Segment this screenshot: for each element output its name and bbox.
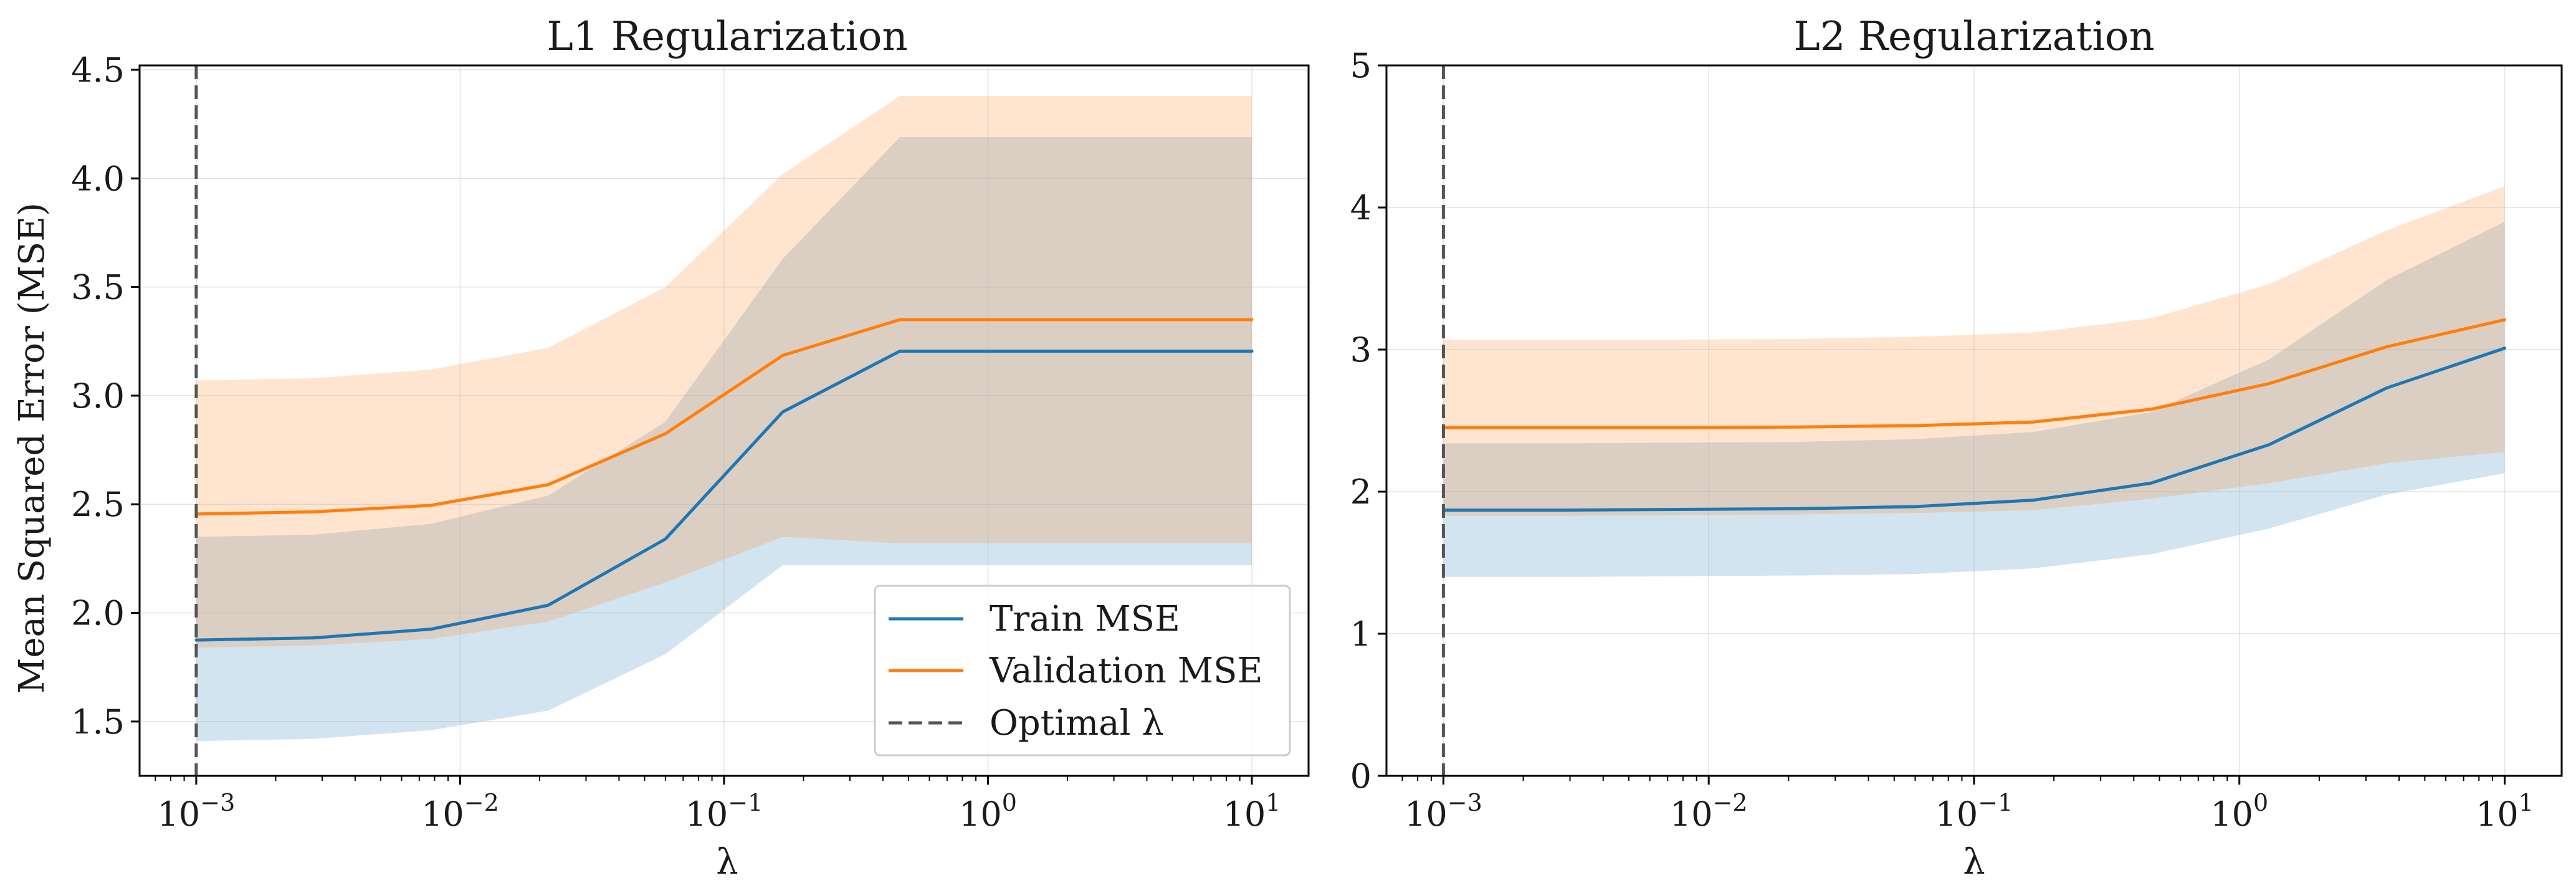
l1-panel: 10−3 10−2 10−1 100 1011.52.02.53.03.54.04.5 … xyxy=(12,14,1310,882)
l2-x-tick-label: 10−1 xyxy=(1935,789,2013,834)
l1-y-tick-label: 4.0 xyxy=(71,159,125,198)
legend-box xyxy=(874,585,1291,757)
l2-lines xyxy=(1441,318,2507,512)
l1-validation-line xyxy=(194,318,1254,516)
l2-x-tick-label: 101 xyxy=(2476,789,2534,834)
l1-grid xyxy=(140,65,1309,776)
l2-ticks xyxy=(1378,64,2506,785)
l1-y-tick-label: 3.0 xyxy=(71,376,125,416)
l1-x-tick-label: 10−3 xyxy=(158,789,236,834)
legend-train-label: Train MSE xyxy=(990,599,1180,639)
l2-validation-line xyxy=(1441,318,2507,429)
legend-optimal-label: Optimal λ xyxy=(990,703,1164,743)
l1-y-tick-label: 1.5 xyxy=(71,702,125,742)
l2-validation-band xyxy=(1443,186,2505,516)
l2-x-tick-label: 10−3 xyxy=(1405,789,1482,834)
l1-y-tick-label: 3.5 xyxy=(71,268,125,307)
l2-y-tick-label: 0 xyxy=(1350,757,1371,796)
l2-x-axis-label: λ xyxy=(1963,842,1985,882)
l1-train-line xyxy=(194,349,1254,642)
l1-bands xyxy=(196,95,1252,742)
l2-y-tick-label: 1 xyxy=(1350,614,1371,654)
l2-y-tick-label: 4 xyxy=(1350,188,1371,227)
legend: Train MSE Validation MSE Optimal λ xyxy=(874,585,1291,757)
l1-x-tick-label: 10−1 xyxy=(685,789,763,834)
l1-y-tick-label: 2.5 xyxy=(71,485,125,524)
l2-y-tick-label: 2 xyxy=(1350,472,1371,512)
l1-validation-band xyxy=(196,95,1252,648)
l2-bands xyxy=(1443,186,2505,577)
l2-y-tick-label: 5 xyxy=(1350,46,1371,85)
l1-y-axis-label: Mean Squared Error (MSE) xyxy=(12,203,52,694)
l1-y-tick-label: 4.5 xyxy=(71,50,125,90)
l1-lines xyxy=(194,318,1254,642)
l2-train-band xyxy=(1443,221,2505,577)
l1-chart-title: L1 Regularization xyxy=(546,14,907,60)
l1-x-axis-label: λ xyxy=(716,842,738,882)
l1-train-band xyxy=(196,137,1252,742)
l1-x-tick-label: 101 xyxy=(1223,789,1281,834)
legend-validation-label: Validation MSE xyxy=(989,651,1262,691)
l1-x-tick-label: 100 xyxy=(959,789,1017,834)
l2-train-line xyxy=(1441,346,2507,512)
l2-x-tick-label: 10−2 xyxy=(1670,789,1748,834)
l2-chart-title: L2 Regularization xyxy=(1793,14,2154,60)
l1-x-tick-label: 10−2 xyxy=(421,789,499,834)
l2-x-tick-label: 100 xyxy=(2210,789,2268,834)
l2-y-tick-label: 3 xyxy=(1350,330,1371,370)
l1-tick-labels: 10−3 10−2 10−1 100 101 1.5 2.0 2.5 3.0 3.5 4.0 4.5 xyxy=(71,50,1281,834)
l1-ticks xyxy=(131,69,1253,785)
l1-y-tick-label: 2.0 xyxy=(71,594,125,633)
